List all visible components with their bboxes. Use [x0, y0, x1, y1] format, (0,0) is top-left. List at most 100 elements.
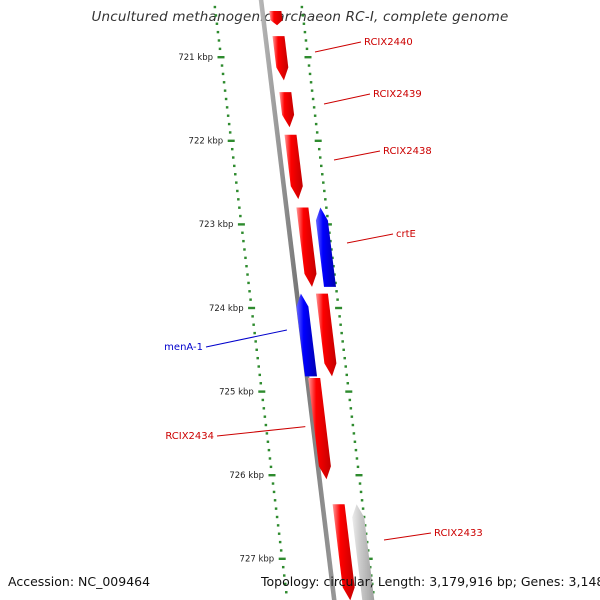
minor-tick: [239, 214, 242, 218]
minor-tick: [344, 365, 347, 368]
major-tick: [268, 474, 276, 477]
minor-tick: [214, 14, 218, 17]
minor-tick: [359, 490, 363, 494]
minor-tick: [247, 281, 250, 285]
minor-tick: [269, 465, 273, 469]
tick-label: 726 kbp: [229, 471, 264, 481]
gene-rcix2438-forward[interactable]: [284, 134, 303, 200]
gene-mena-1-reverse[interactable]: [296, 293, 317, 377]
tick-label: 723 kbp: [199, 220, 234, 230]
minor-tick: [253, 331, 256, 335]
minor-tick: [356, 465, 360, 469]
gene-rcix2439-forward[interactable]: [279, 92, 295, 128]
leader-line: [333, 150, 381, 161]
minor-tick: [225, 106, 229, 109]
minor-tick: [238, 206, 241, 209]
minor-tick: [335, 290, 338, 293]
major-tick: [314, 139, 322, 142]
minor-tick: [261, 398, 265, 402]
gene-label-rcix2439[interactable]: RCIX2439: [373, 89, 422, 100]
minor-tick: [282, 574, 286, 577]
minor-tick: [226, 114, 230, 117]
minor-tick: [361, 507, 365, 510]
minor-tick: [271, 482, 275, 485]
minor-tick: [230, 147, 234, 151]
minor-tick: [273, 499, 277, 502]
minor-tick: [303, 30, 307, 34]
major-tick: [237, 223, 245, 226]
minor-tick: [258, 373, 262, 377]
minor-tick: [251, 315, 254, 318]
minor-tick: [346, 382, 350, 385]
minor-tick: [279, 549, 283, 552]
minor-tick: [318, 156, 322, 159]
minor-tick: [348, 398, 352, 402]
accession-text: Accession: NC_009464: [8, 574, 151, 589]
minor-tick: [321, 173, 324, 176]
gene-label-rcix2433[interactable]: RCIX2433: [434, 528, 483, 539]
tick-label: 725 kbp: [219, 387, 254, 397]
minor-tick: [312, 106, 316, 109]
major-tick: [248, 306, 256, 310]
minor-tick: [353, 440, 357, 443]
minor-tick: [231, 156, 235, 159]
minor-tick: [355, 457, 359, 460]
minor-tick: [313, 114, 317, 117]
minor-tick: [245, 265, 248, 268]
minor-tick: [257, 365, 260, 368]
gene-rcix2433-forward[interactable]: [332, 504, 355, 600]
genome-summary-text: Topology: circular; Length: 3,179,916 bp…: [261, 574, 600, 589]
minor-tick: [354, 448, 358, 452]
minor-tick: [360, 499, 364, 502]
minor-tick: [349, 407, 353, 410]
gene-label-mena-1[interactable]: menA-1: [164, 342, 203, 353]
gene-label-rcix2438[interactable]: RCIX2438: [383, 146, 432, 157]
minor-tick: [322, 181, 325, 184]
minor-tick: [235, 181, 238, 184]
gene-crte-forward[interactable]: [296, 207, 317, 287]
minor-tick: [244, 256, 247, 260]
major-tick: [227, 139, 235, 142]
minor-tick: [246, 273, 249, 276]
minor-tick: [278, 540, 282, 544]
gene-label-rcix2440[interactable]: RCIX2440: [364, 37, 413, 48]
minor-tick: [233, 164, 236, 168]
minor-tick: [236, 189, 239, 193]
gene-reverse[interactable]: [315, 207, 336, 287]
gene-layer: [269, 11, 375, 600]
leader-line: [346, 233, 394, 244]
minor-tick: [274, 507, 278, 510]
minor-tick: [362, 515, 366, 519]
minor-tick: [213, 5, 217, 9]
map-title: Uncultured methanogenic archaeon RC-I, c…: [91, 9, 509, 25]
minor-tick: [323, 189, 326, 193]
gene-rcix2440-forward[interactable]: [272, 36, 289, 81]
minor-tick: [325, 206, 328, 209]
minor-tick: [305, 47, 309, 51]
major-tick: [345, 390, 353, 393]
minor-tick: [263, 415, 267, 418]
major-tick: [217, 56, 225, 59]
tick-label: 724 kbp: [209, 304, 244, 314]
gene-forward[interactable]: [315, 293, 337, 377]
minor-tick: [331, 256, 334, 260]
minor-tick: [308, 72, 312, 76]
tick-label: 721 kbp: [178, 53, 213, 63]
gene-forward[interactable]: [269, 11, 283, 26]
minor-tick: [343, 356, 346, 360]
leader-line: [216, 426, 306, 437]
minor-tick: [222, 81, 226, 84]
minor-tick: [314, 122, 318, 126]
minor-tick: [317, 147, 321, 151]
minor-tick: [216, 30, 220, 34]
gene-label-crte[interactable]: crtE: [396, 229, 416, 240]
minor-tick: [227, 122, 231, 126]
gene-reverse[interactable]: [352, 504, 375, 600]
minor-tick: [277, 532, 281, 535]
gene-label-rcix2434[interactable]: RCIX2434: [165, 431, 214, 442]
minor-tick: [350, 415, 354, 418]
minor-tick: [302, 22, 306, 25]
minor-tick: [300, 5, 304, 9]
gene-rcix2434-forward[interactable]: [308, 378, 331, 480]
minor-tick: [307, 64, 311, 67]
